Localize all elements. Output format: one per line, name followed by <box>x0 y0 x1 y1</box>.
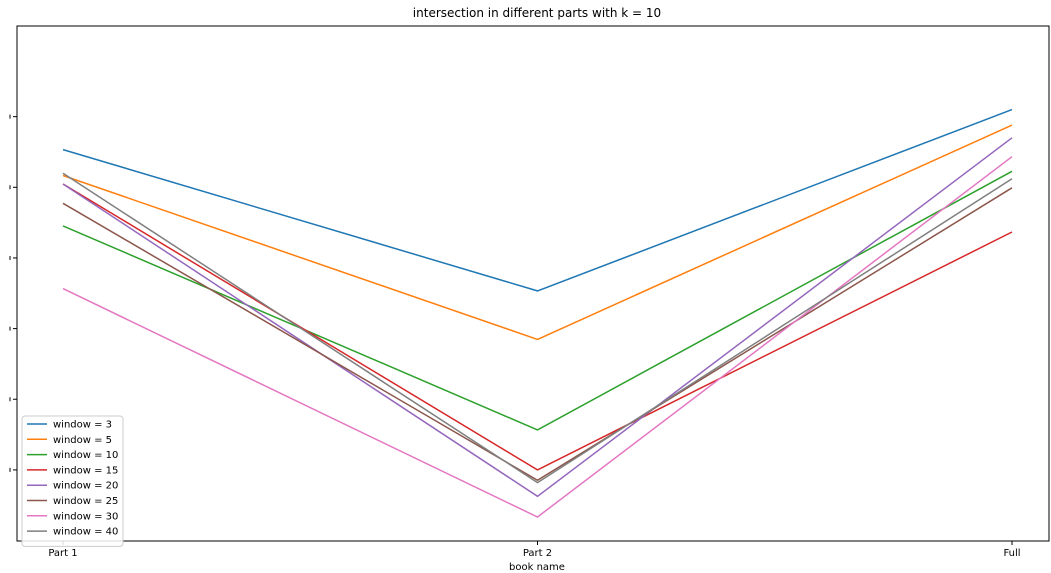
legend-entry: window = 3 <box>53 420 112 431</box>
legend-entry: window = 10 <box>53 450 118 461</box>
axes: Part 1 Part 2 Full <box>9 25 1050 559</box>
series-line-3 <box>62 183 1013 471</box>
plot-frame <box>16 25 1050 542</box>
legend-entry: window = 20 <box>53 481 118 492</box>
legend-entry: window = 5 <box>53 435 112 446</box>
series-line-4 <box>62 137 1013 498</box>
x-axis-label: book name <box>509 562 565 573</box>
legend-entry: window = 40 <box>53 527 118 538</box>
legend: window = 3 window = 5 window = 10 window = … <box>21 415 124 547</box>
x-tick-label: Full <box>1003 548 1020 559</box>
legend-entry: window = 15 <box>53 465 118 476</box>
plot-lines <box>62 108 1013 518</box>
series-line-0 <box>62 108 1013 292</box>
chart-title: intersection in different parts with k =… <box>413 6 661 20</box>
x-tick-label: Part 1 <box>48 548 77 559</box>
legend-box <box>21 415 124 547</box>
series-line-7 <box>62 172 1013 484</box>
series-line-5 <box>62 187 1013 482</box>
series-line-2 <box>62 170 1013 431</box>
x-tick-label: Part 2 <box>523 548 552 559</box>
legend-entry: window = 30 <box>53 511 118 522</box>
legend-entry: window = 25 <box>53 496 118 507</box>
series-line-1 <box>62 124 1013 341</box>
series-line-6 <box>62 156 1013 518</box>
